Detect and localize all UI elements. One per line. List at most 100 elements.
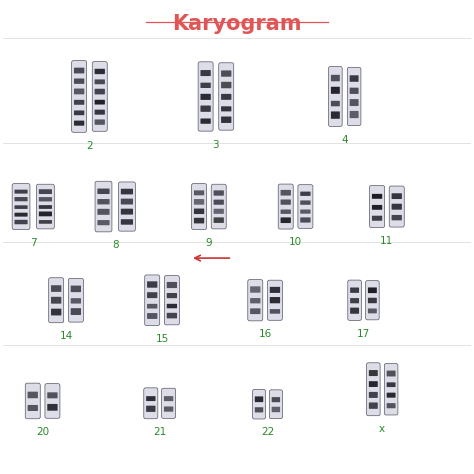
FancyBboxPatch shape (95, 181, 112, 232)
FancyBboxPatch shape (97, 220, 109, 225)
FancyBboxPatch shape (387, 371, 396, 376)
FancyBboxPatch shape (36, 184, 55, 229)
FancyBboxPatch shape (387, 392, 396, 398)
Text: 8: 8 (112, 240, 118, 250)
FancyBboxPatch shape (250, 309, 260, 314)
FancyBboxPatch shape (74, 100, 84, 105)
FancyBboxPatch shape (298, 185, 313, 228)
FancyBboxPatch shape (331, 101, 340, 106)
Text: 9: 9 (206, 238, 212, 248)
FancyBboxPatch shape (167, 304, 177, 308)
FancyBboxPatch shape (95, 89, 105, 94)
FancyBboxPatch shape (272, 397, 280, 402)
FancyBboxPatch shape (281, 210, 291, 214)
FancyBboxPatch shape (300, 210, 310, 214)
FancyBboxPatch shape (253, 390, 265, 419)
FancyBboxPatch shape (144, 388, 158, 419)
FancyBboxPatch shape (12, 183, 30, 229)
FancyBboxPatch shape (331, 87, 340, 94)
FancyBboxPatch shape (387, 383, 396, 387)
FancyBboxPatch shape (368, 309, 377, 313)
FancyBboxPatch shape (15, 197, 27, 201)
FancyBboxPatch shape (39, 220, 52, 224)
FancyBboxPatch shape (51, 285, 61, 292)
FancyBboxPatch shape (350, 308, 359, 314)
FancyBboxPatch shape (331, 111, 340, 119)
FancyBboxPatch shape (278, 184, 293, 229)
FancyBboxPatch shape (167, 282, 177, 288)
FancyBboxPatch shape (147, 292, 157, 298)
FancyBboxPatch shape (95, 80, 105, 84)
FancyBboxPatch shape (121, 189, 133, 194)
FancyBboxPatch shape (164, 396, 173, 401)
FancyBboxPatch shape (72, 61, 87, 132)
FancyBboxPatch shape (39, 205, 52, 209)
FancyBboxPatch shape (74, 110, 84, 115)
FancyBboxPatch shape (95, 100, 105, 105)
FancyBboxPatch shape (300, 201, 310, 205)
Text: 16: 16 (258, 329, 272, 339)
FancyBboxPatch shape (392, 204, 402, 210)
FancyBboxPatch shape (350, 111, 358, 118)
FancyBboxPatch shape (331, 75, 340, 82)
Text: 20: 20 (36, 427, 49, 437)
Text: Karyogram: Karyogram (172, 15, 302, 35)
FancyBboxPatch shape (272, 407, 280, 412)
FancyBboxPatch shape (366, 363, 380, 416)
FancyBboxPatch shape (368, 287, 377, 293)
FancyBboxPatch shape (71, 308, 81, 315)
FancyBboxPatch shape (300, 191, 310, 196)
FancyBboxPatch shape (300, 218, 310, 223)
FancyBboxPatch shape (372, 205, 382, 210)
FancyBboxPatch shape (118, 182, 136, 231)
Text: 14: 14 (59, 331, 73, 341)
FancyBboxPatch shape (392, 193, 402, 199)
FancyBboxPatch shape (51, 297, 61, 304)
FancyBboxPatch shape (384, 364, 398, 415)
FancyBboxPatch shape (27, 392, 38, 398)
FancyBboxPatch shape (221, 117, 231, 123)
FancyBboxPatch shape (372, 194, 382, 199)
FancyBboxPatch shape (270, 287, 280, 293)
FancyBboxPatch shape (191, 183, 207, 229)
Text: x: x (379, 424, 385, 434)
FancyBboxPatch shape (167, 293, 177, 298)
Text: 15: 15 (155, 334, 169, 344)
FancyBboxPatch shape (387, 403, 396, 408)
FancyBboxPatch shape (270, 297, 280, 303)
FancyBboxPatch shape (219, 63, 234, 130)
Text: 22: 22 (261, 428, 274, 438)
FancyBboxPatch shape (392, 215, 402, 220)
FancyBboxPatch shape (348, 280, 361, 320)
FancyBboxPatch shape (68, 278, 83, 322)
FancyBboxPatch shape (121, 209, 133, 215)
FancyBboxPatch shape (221, 82, 231, 88)
FancyBboxPatch shape (39, 211, 52, 216)
FancyBboxPatch shape (370, 185, 384, 228)
FancyBboxPatch shape (221, 94, 231, 100)
FancyBboxPatch shape (347, 67, 361, 126)
FancyBboxPatch shape (45, 383, 60, 418)
FancyBboxPatch shape (194, 209, 204, 214)
FancyBboxPatch shape (25, 383, 40, 419)
FancyBboxPatch shape (74, 89, 84, 94)
FancyBboxPatch shape (255, 407, 263, 412)
FancyBboxPatch shape (350, 298, 359, 303)
FancyBboxPatch shape (269, 390, 283, 419)
FancyBboxPatch shape (350, 75, 358, 82)
FancyBboxPatch shape (350, 88, 358, 94)
FancyBboxPatch shape (147, 282, 157, 288)
FancyBboxPatch shape (369, 402, 378, 409)
FancyBboxPatch shape (214, 209, 224, 214)
FancyBboxPatch shape (95, 119, 105, 125)
FancyBboxPatch shape (368, 298, 377, 303)
FancyBboxPatch shape (97, 199, 109, 204)
FancyBboxPatch shape (74, 79, 84, 84)
FancyBboxPatch shape (328, 66, 342, 127)
FancyBboxPatch shape (167, 313, 177, 319)
Text: 17: 17 (357, 329, 370, 339)
FancyBboxPatch shape (47, 392, 57, 398)
FancyBboxPatch shape (281, 218, 291, 223)
FancyBboxPatch shape (51, 309, 61, 315)
FancyBboxPatch shape (92, 62, 107, 131)
